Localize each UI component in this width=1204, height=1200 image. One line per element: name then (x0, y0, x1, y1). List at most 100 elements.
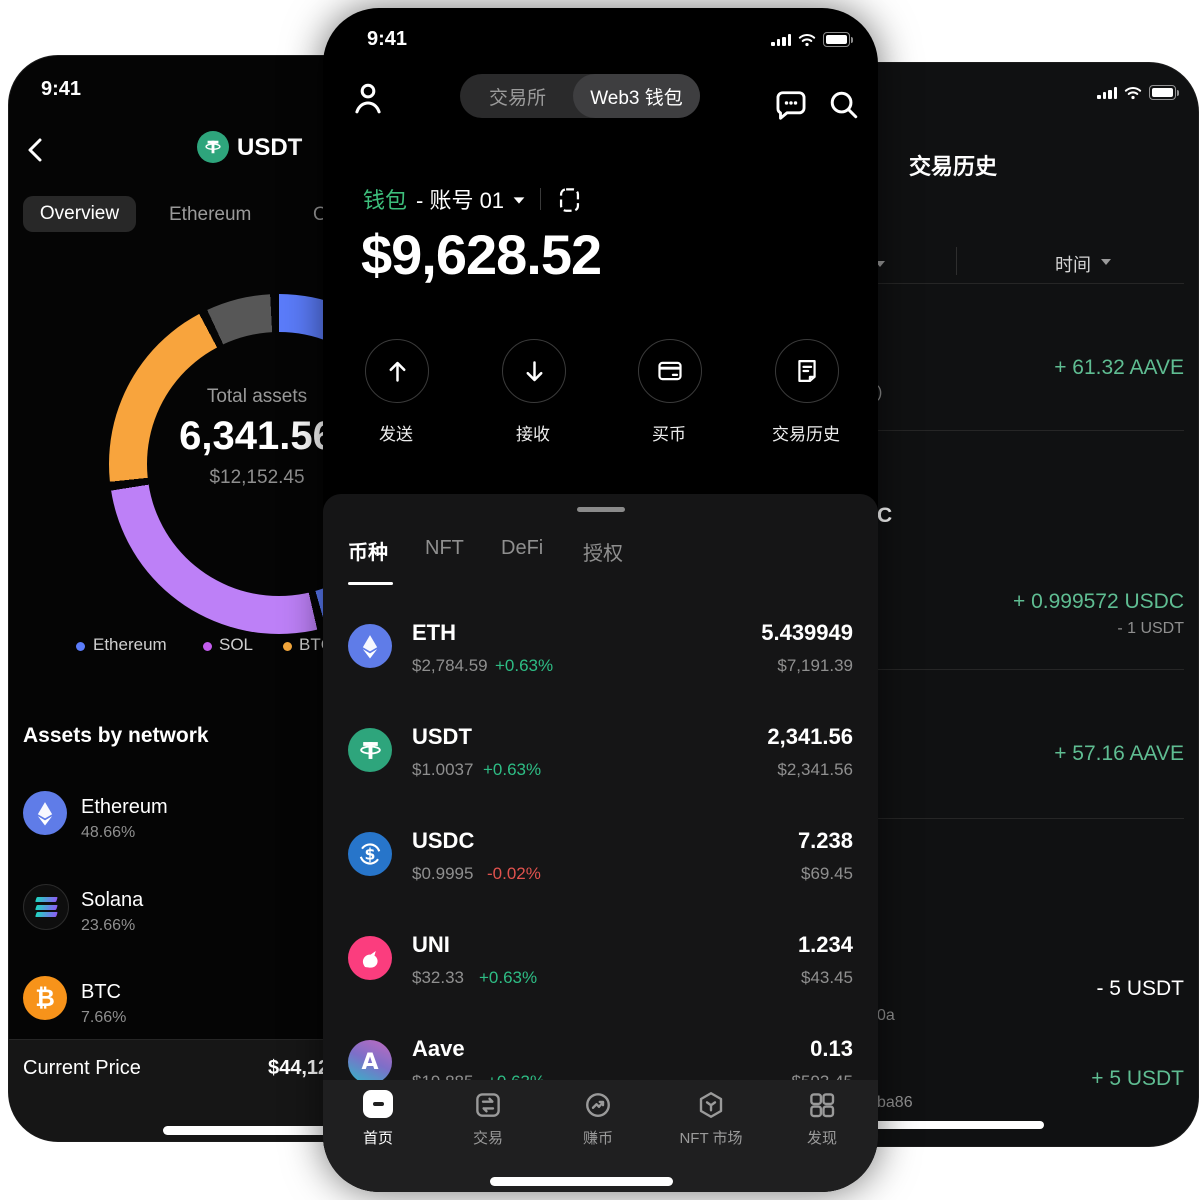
token-row-eth[interactable]: ETH $2,784.59 +0.63% 5.439949 $7,191.39 (323, 610, 878, 714)
nav-discover[interactable]: 发现 (792, 1090, 852, 1148)
chat-icon (776, 91, 806, 120)
tx-amount[interactable]: + 57.16 AAVE (1054, 742, 1184, 765)
token-row-usdc[interactable]: $ USDC $0.9995 -0.02% 7.238 $69.45 (323, 818, 878, 922)
earn-icon (586, 1093, 610, 1117)
search-icon (830, 91, 858, 119)
back-button[interactable] (23, 136, 49, 164)
segment-web3-wallet[interactable]: Web3 钱包 (573, 74, 700, 118)
donut-total-value: 6,341.56 (179, 414, 335, 458)
token-symbol: Aave (412, 1036, 465, 1061)
token-symbol: USDT (412, 724, 472, 749)
token-change: +0.63% (495, 656, 554, 675)
tab-approvals[interactable]: 授权 (583, 543, 623, 565)
btc-network-icon: ₿ (23, 976, 67, 1020)
tx-amount[interactable]: + 5 USDT (1091, 1067, 1184, 1090)
signal-icon (1097, 86, 1117, 99)
legend-label-sol: SOL (219, 635, 254, 654)
token-change: +0.63% (479, 968, 538, 987)
nav-home[interactable]: 首页 (348, 1090, 408, 1148)
nav-trade[interactable]: 交易 (458, 1090, 518, 1148)
status-time: 9:41 (367, 28, 408, 50)
tx-address-fragment: ba86 (877, 1094, 913, 1111)
search-button[interactable] (826, 87, 860, 121)
legend-dot-sol (203, 642, 212, 651)
home-indicator[interactable] (844, 1121, 1044, 1129)
tab-underline (348, 582, 393, 585)
network-name[interactable]: Ethereum (81, 796, 168, 818)
token-price: $1.0037 (412, 760, 474, 779)
history-label: 交易历史 (772, 425, 840, 444)
network-percent: 7.66% (81, 1009, 127, 1026)
nft-hexagon-icon (699, 1092, 723, 1118)
discover-grid-icon (810, 1093, 835, 1118)
card-icon (658, 361, 682, 381)
trade-icon (476, 1093, 500, 1117)
history-doc-icon (798, 359, 816, 383)
wifi-icon (798, 33, 816, 46)
legend-label-ethereum: Ethereum (93, 635, 167, 654)
token-symbol: UNI (412, 932, 450, 957)
token-amount: 1.234 (797, 932, 853, 957)
profile-button[interactable] (351, 80, 385, 116)
tx-amount[interactable]: + 61.32 AAVE (1054, 356, 1184, 379)
network-percent: 23.66% (81, 917, 136, 934)
tab-ethereum[interactable]: Ethereum (169, 204, 252, 225)
tab-coins[interactable]: 币种 (348, 542, 388, 564)
tab-defi[interactable]: DeFi (501, 537, 544, 559)
divider (540, 188, 542, 210)
history-button[interactable] (775, 339, 839, 403)
home-indicator[interactable] (490, 1177, 673, 1186)
usdc-icon: $ (348, 832, 392, 876)
account-chevron-icon (513, 197, 525, 204)
filter-type-chevron-icon[interactable] (875, 261, 885, 267)
wifi-icon (1124, 86, 1142, 99)
page-title: 交易历史 (909, 154, 998, 179)
token-change: +0.63% (483, 760, 542, 779)
current-price-label: Current Price (23, 1057, 141, 1079)
home-icon (363, 1090, 393, 1118)
person-icon (355, 83, 381, 114)
battery-icon (823, 32, 853, 47)
token-change: -0.02% (487, 864, 541, 883)
nav-nft-market[interactable]: NFT 市场 (661, 1090, 761, 1148)
donut-total-fiat: $12,152.45 (209, 467, 305, 488)
token-fiat: $2,341.56 (777, 760, 853, 779)
drag-handle[interactable] (577, 507, 625, 512)
receive-button[interactable] (502, 339, 566, 403)
tx-amount[interactable]: + 0.999572 USDC (1012, 590, 1184, 613)
token-price: $2,784.59 (412, 656, 488, 675)
tx-detail-fragment: ) (877, 384, 883, 401)
send-button[interactable] (365, 339, 429, 403)
filter-time-chevron-icon[interactable] (1101, 259, 1111, 265)
signal-icon (771, 33, 791, 46)
scan-icon[interactable] (556, 186, 583, 213)
segment-exchange[interactable]: 交易所 (488, 87, 546, 109)
home-indicator[interactable] (163, 1126, 435, 1135)
chat-button[interactable] (773, 86, 809, 122)
bottom-nav: 首页 交易 赚币 NFT 市场 (323, 1080, 878, 1192)
buy-crypto-label: 买币 (652, 425, 686, 444)
phone-web3-wallet: 9:41 交易所 Web3 钱包 钱包 - 账号 01 (323, 8, 878, 1192)
page-title: USDT (237, 134, 303, 161)
tab-overview[interactable]: Overview (23, 196, 136, 232)
account-selector[interactable]: 钱包 - 账号 01 (363, 183, 583, 215)
token-row-uni[interactable]: UNI $32.33 +0.63% 1.234 $43.45 (323, 922, 878, 1026)
tx-amount[interactable]: - 5 USDT (1096, 977, 1184, 1000)
token-row-usdt[interactable]: USDT $1.0037 +0.63% 2,341.56 $2,341.56 (323, 714, 878, 818)
tab-nft[interactable]: NFT (425, 537, 464, 559)
solana-network-icon (23, 884, 69, 930)
token-price: $32.33 (412, 968, 464, 987)
tx-address-fragment: 0a (877, 1007, 895, 1024)
battery-icon (1149, 85, 1179, 100)
send-label: 发送 (379, 425, 413, 444)
buy-crypto-button[interactable] (638, 339, 702, 403)
nav-earn[interactable]: 赚币 (568, 1090, 628, 1148)
filter-time[interactable]: 时间 (1055, 255, 1091, 275)
segmented-control: 交易所 Web3 钱包 (460, 74, 700, 118)
network-name[interactable]: BTC (81, 981, 121, 1003)
network-name[interactable]: Solana (81, 889, 144, 911)
section-title: Assets by network (23, 724, 209, 747)
legend-dot-btc (283, 642, 292, 651)
ethereum-network-icon (23, 791, 67, 835)
status-time: 9:41 (41, 78, 82, 100)
